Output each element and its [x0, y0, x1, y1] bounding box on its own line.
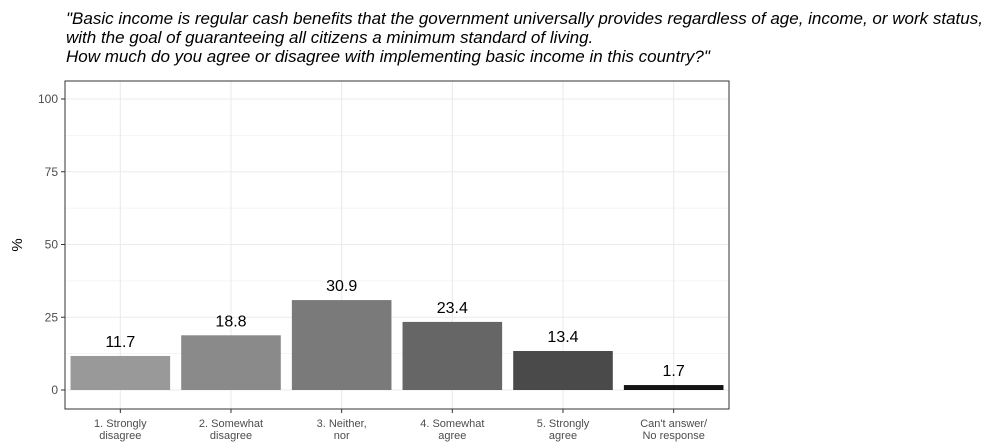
bar — [402, 321, 503, 390]
x-tick-label: Can't answer/No response — [640, 418, 708, 442]
data-label: 23.4 — [437, 300, 468, 317]
bar — [181, 335, 281, 390]
y-axis-title: % — [9, 238, 26, 251]
x-tick-label: 5. Strongly agree — [537, 418, 590, 442]
x-tick-label: 2. Somewhat disagree — [199, 418, 263, 442]
x-axis: 1. Strongly disagree 2. Somewhat disagree 3.… — [94, 409, 708, 442]
y-tick-label: 75 — [45, 165, 59, 179]
bars: 11.7 18.8 30.9 23.4 13.4 1.7 — [70, 278, 724, 390]
y-tick-label: 50 — [45, 238, 59, 252]
data-label: 18.8 — [215, 313, 246, 330]
bar — [291, 300, 392, 390]
x-tick-label: 1. Strongly disagree — [94, 418, 147, 442]
data-label: 11.7 — [105, 334, 135, 351]
chart-title: "Basic income is regular cash benefits t… — [66, 9, 983, 66]
data-label: 1.7 — [663, 363, 685, 380]
bar — [70, 355, 171, 390]
y-axis: 0 25 50 75 100 — [38, 92, 65, 397]
bar — [513, 351, 613, 390]
x-tick-label: 4. Somewhat agree — [420, 418, 484, 442]
bar — [623, 385, 724, 390]
data-label: 13.4 — [547, 329, 578, 346]
x-tick-label: 3. Neither, nor — [317, 418, 367, 442]
y-tick-label: 0 — [51, 383, 58, 397]
y-tick-label: 25 — [45, 310, 59, 324]
y-tick-label: 100 — [38, 92, 58, 106]
data-label: 30.9 — [326, 278, 357, 295]
